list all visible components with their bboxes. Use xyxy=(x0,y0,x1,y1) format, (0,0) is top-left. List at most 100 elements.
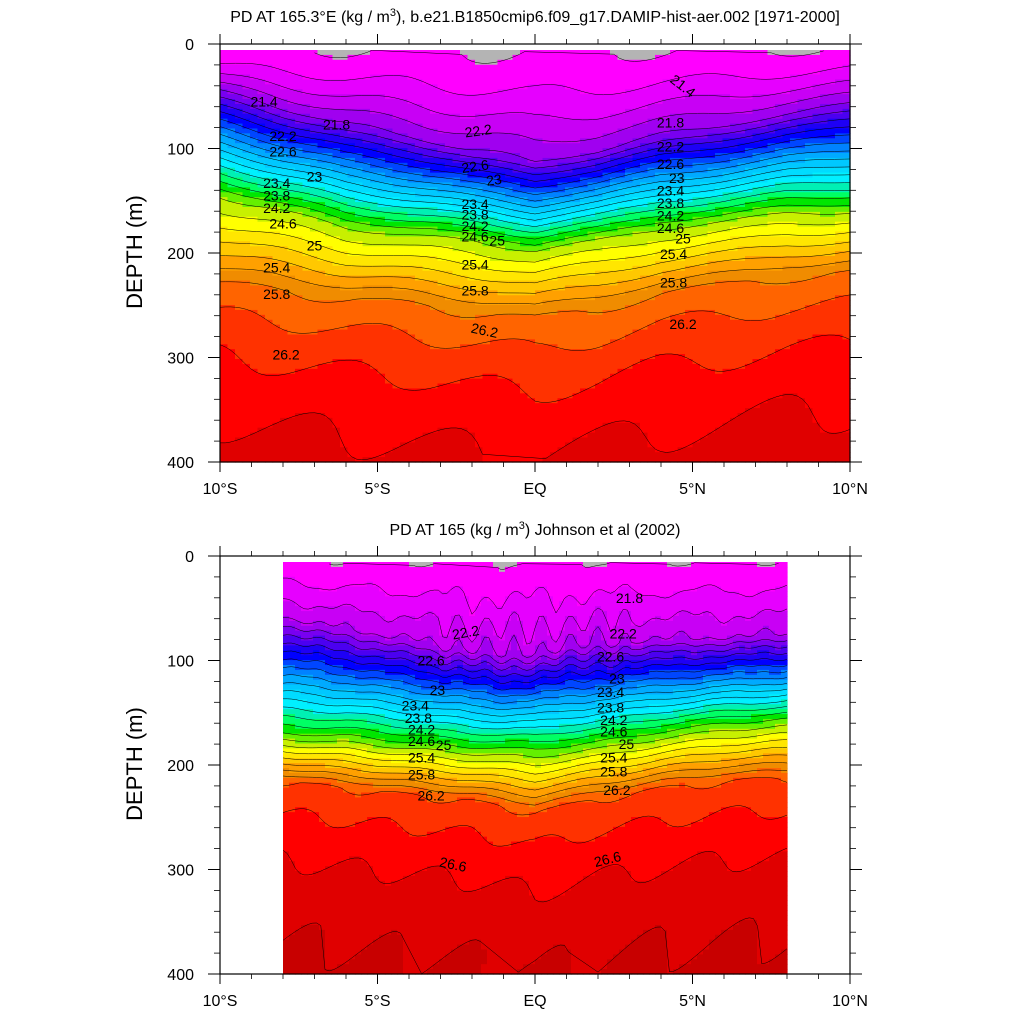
field-cell xyxy=(572,153,581,159)
field-cell xyxy=(265,226,274,233)
field-cell xyxy=(482,359,491,365)
field-cell xyxy=(302,177,311,184)
field-cell xyxy=(377,99,386,105)
field-cell xyxy=(527,123,536,130)
field-cell xyxy=(355,74,364,81)
field-cell xyxy=(610,133,619,139)
field-cell xyxy=(227,226,236,233)
field-cell xyxy=(640,246,649,252)
field-cell xyxy=(362,427,371,434)
field-cell xyxy=(475,256,484,262)
field-cell xyxy=(617,133,626,139)
field-cell xyxy=(347,359,356,365)
field-cell xyxy=(392,251,401,257)
field-cell xyxy=(272,275,281,282)
field-cell xyxy=(535,236,544,242)
field-cell xyxy=(250,79,259,85)
field-cell xyxy=(250,275,259,282)
field-cell xyxy=(467,118,476,125)
field-cell xyxy=(235,157,244,164)
field-cell xyxy=(497,329,506,336)
field-cell xyxy=(602,275,611,282)
field-cell xyxy=(655,373,664,380)
field-cell xyxy=(467,324,476,331)
field-cell xyxy=(265,383,274,390)
field-cell xyxy=(332,206,341,213)
field-cell xyxy=(550,54,559,61)
field-cell xyxy=(385,427,394,434)
field-cell xyxy=(272,270,281,277)
field-cell xyxy=(550,339,559,345)
field-cell xyxy=(467,349,476,355)
field-cell xyxy=(475,118,484,125)
field-cell xyxy=(602,187,611,193)
field-cell xyxy=(632,452,641,458)
field-cell xyxy=(310,319,319,326)
field-cell xyxy=(422,128,431,134)
field-cell xyxy=(310,359,319,365)
field-cell xyxy=(227,388,236,394)
field-cell xyxy=(587,54,596,61)
field-cell xyxy=(422,167,431,174)
field-cell xyxy=(505,69,514,76)
field-cell xyxy=(407,202,416,208)
field-cell xyxy=(332,334,341,340)
field-cell xyxy=(242,344,251,350)
field-cell xyxy=(475,363,484,370)
field-cell xyxy=(227,359,236,365)
field-cell xyxy=(422,275,431,282)
field-cell xyxy=(370,206,379,213)
field-cell xyxy=(497,192,506,198)
field-cell xyxy=(422,427,431,434)
field-cell xyxy=(235,319,244,326)
field-cell xyxy=(392,324,401,331)
field-cell xyxy=(460,246,469,252)
field-cell xyxy=(505,157,514,164)
field-cell xyxy=(520,231,529,237)
field-cell xyxy=(655,241,664,247)
field-cell xyxy=(257,241,266,247)
field-cell xyxy=(617,452,626,458)
field-cell xyxy=(437,270,446,277)
field-cell xyxy=(422,452,431,458)
field-cell xyxy=(437,182,446,188)
field-cell xyxy=(272,378,281,385)
field-cell xyxy=(362,226,371,233)
field-cell xyxy=(512,452,521,458)
field-cell xyxy=(242,368,251,375)
field-cell xyxy=(362,69,371,76)
field-cell xyxy=(392,148,401,154)
field-cell xyxy=(422,148,431,154)
field-cell xyxy=(617,314,626,321)
field-cell xyxy=(302,309,311,316)
field-cell xyxy=(235,202,244,208)
field-cell xyxy=(242,393,251,399)
field-cell xyxy=(655,54,664,61)
field-cell xyxy=(505,113,514,120)
field-cell xyxy=(220,113,229,120)
field-cell xyxy=(640,329,649,336)
field-cell xyxy=(617,192,626,198)
field-cell xyxy=(242,275,251,282)
field-cell xyxy=(295,84,304,90)
field-cell xyxy=(535,79,544,85)
field-cell xyxy=(520,64,529,71)
field-cell xyxy=(452,226,461,233)
field-cell xyxy=(527,457,536,463)
field-cell xyxy=(310,457,319,463)
field-cell xyxy=(512,334,521,340)
field-cell xyxy=(325,314,334,321)
field-cell xyxy=(550,393,559,399)
field-cell xyxy=(310,305,319,311)
field-cell xyxy=(467,138,476,144)
field-cell xyxy=(565,319,574,326)
field-cell xyxy=(370,64,379,71)
field-cell xyxy=(235,241,244,247)
field-cell xyxy=(332,133,341,139)
field-cell xyxy=(542,314,551,321)
field-cell xyxy=(610,231,619,237)
field-cell xyxy=(235,295,244,301)
field-cell xyxy=(610,148,619,154)
field-cell xyxy=(512,197,521,203)
field-cell xyxy=(475,275,484,282)
